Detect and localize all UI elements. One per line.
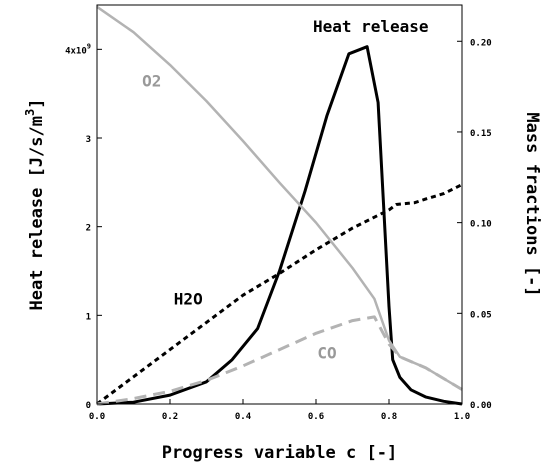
y-right-axis-label: Mass fractions [-] xyxy=(522,112,542,296)
annotation-co: CO xyxy=(317,344,336,363)
ticks-layer: 0.0 0.2 0.4 0.6 0.8 1.0 0 1 2 3 4x109 0.00 0.05 0.10 0… xyxy=(65,38,492,422)
y-right-tick-label: 0.00 xyxy=(470,401,492,411)
labels-layer: Heat release O2 H2O CO xyxy=(142,17,428,362)
y-left-label-exponent: 3 xyxy=(23,109,37,116)
y-left-tick-label: 3 xyxy=(86,135,91,145)
x-tick-label: 0.4 xyxy=(235,412,252,422)
series-layer xyxy=(96,5,463,406)
x-axis-label: Progress variable c [-] xyxy=(162,443,397,463)
x-tick-label: 0.6 xyxy=(308,412,324,422)
x-tick-label: 0.2 xyxy=(162,412,178,422)
y-right-tick-label: 0.15 xyxy=(470,129,492,139)
x-tick-label: 0.0 xyxy=(89,412,105,422)
series-line-o2 xyxy=(96,5,463,391)
series-line-heat-release xyxy=(96,45,463,406)
y-right-tick-label: 0.05 xyxy=(470,310,492,320)
annotation-heat-release: Heat release xyxy=(313,17,429,36)
y-left-tick-label: 1 xyxy=(86,312,91,322)
y-left-label-tail: ] xyxy=(27,99,47,109)
annotation-o2: O2 xyxy=(142,72,161,91)
y-left-axis-label: Heat release [J/s/m3] xyxy=(23,99,47,311)
series-line-h2o xyxy=(96,183,463,406)
y-left-tick-exponent: 9 xyxy=(87,42,91,50)
annotation-h2o: H2O xyxy=(174,289,203,308)
plot-frame xyxy=(96,4,463,405)
y-left-tick-label: 0 xyxy=(86,401,91,411)
x-tick-label: 1.0 xyxy=(454,412,470,422)
y-right-tick-label: 0.20 xyxy=(470,38,492,48)
y-left-tick-label: 2 xyxy=(86,224,91,234)
series-line-co xyxy=(96,315,463,406)
y-right-tick-label: 0.10 xyxy=(470,220,492,230)
x-tick-label: 0.8 xyxy=(381,412,397,422)
y-left-tick-label: 4x109 xyxy=(65,42,91,56)
